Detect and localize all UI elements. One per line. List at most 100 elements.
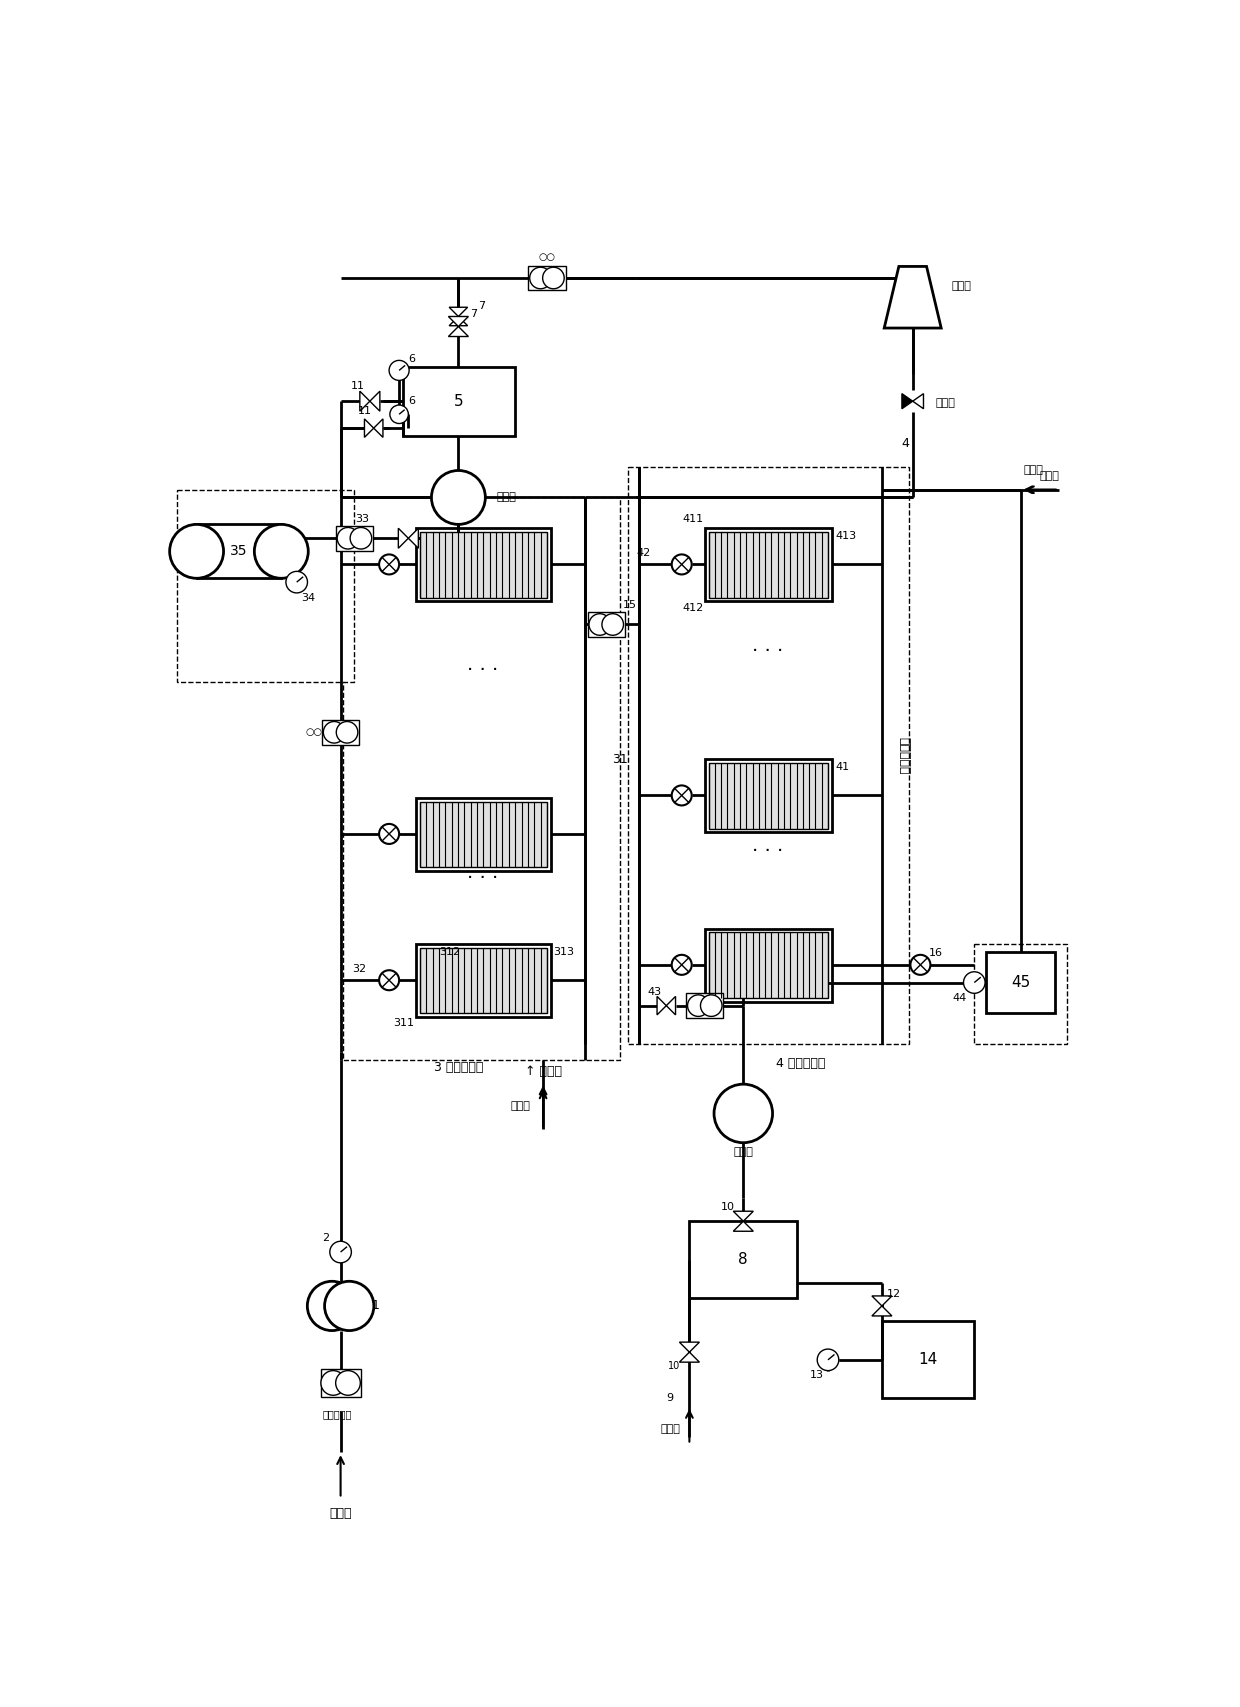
Circle shape — [601, 615, 624, 635]
Bar — [882, 1321, 975, 1398]
Circle shape — [254, 524, 309, 579]
Circle shape — [337, 527, 358, 550]
Bar — [197, 524, 281, 579]
Text: 2: 2 — [321, 1232, 329, 1243]
Text: 7: 7 — [470, 309, 477, 319]
Bar — [704, 929, 832, 1002]
Polygon shape — [901, 394, 913, 408]
Circle shape — [529, 268, 552, 288]
Polygon shape — [872, 1296, 892, 1306]
Text: ○○: ○○ — [538, 253, 556, 263]
Circle shape — [286, 572, 308, 592]
Text: 7: 7 — [477, 302, 485, 311]
Circle shape — [321, 1371, 346, 1395]
Text: · · ·: · · · — [753, 642, 784, 661]
Text: 43: 43 — [647, 987, 662, 997]
Text: 吹扫气: 吹扫气 — [510, 1101, 529, 1111]
Circle shape — [389, 405, 408, 423]
Circle shape — [432, 471, 485, 524]
Bar — [686, 993, 723, 1017]
Text: 13: 13 — [810, 1371, 823, 1381]
Polygon shape — [408, 527, 418, 548]
Circle shape — [672, 555, 692, 575]
Bar — [321, 1369, 361, 1396]
Bar — [177, 490, 355, 683]
Text: 45: 45 — [1011, 975, 1030, 990]
Bar — [704, 527, 832, 601]
Circle shape — [687, 995, 709, 1016]
Bar — [420, 533, 547, 597]
Bar — [708, 533, 828, 597]
Bar — [336, 526, 373, 551]
Circle shape — [389, 360, 409, 381]
Circle shape — [325, 1282, 373, 1330]
Polygon shape — [365, 418, 373, 437]
Polygon shape — [657, 997, 666, 1016]
Text: 4 第二扫气槽: 4 第二扫气槽 — [776, 1057, 826, 1070]
Bar — [588, 613, 625, 637]
Polygon shape — [913, 394, 924, 408]
Text: · · ·: · · · — [467, 661, 498, 679]
Circle shape — [817, 1349, 838, 1371]
Circle shape — [672, 954, 692, 975]
Text: 10: 10 — [720, 1202, 735, 1212]
Polygon shape — [449, 307, 467, 316]
Polygon shape — [872, 1306, 892, 1316]
Polygon shape — [666, 997, 676, 1016]
Bar — [708, 763, 828, 828]
Polygon shape — [449, 316, 469, 326]
Circle shape — [910, 954, 930, 975]
Text: 44: 44 — [952, 993, 967, 1004]
Polygon shape — [398, 527, 408, 548]
Polygon shape — [680, 1352, 699, 1362]
Text: 33: 33 — [355, 514, 370, 524]
Text: ↑ 吹扫气: ↑ 吹扫气 — [525, 1065, 562, 1077]
Text: ○○: ○○ — [305, 727, 322, 737]
Text: 412: 412 — [682, 603, 703, 613]
Circle shape — [308, 1282, 357, 1330]
Bar — [420, 947, 547, 1014]
Text: 真空泵: 真空泵 — [733, 1147, 753, 1157]
Text: · · ·: · · · — [753, 842, 784, 860]
Text: 原烟气: 原烟气 — [330, 1507, 352, 1521]
Bar — [704, 760, 832, 833]
Bar — [689, 1221, 797, 1299]
Polygon shape — [370, 391, 379, 411]
Circle shape — [714, 1084, 773, 1142]
Circle shape — [170, 524, 223, 579]
Circle shape — [379, 555, 399, 575]
Text: 313: 313 — [553, 947, 574, 956]
Text: 6: 6 — [409, 353, 415, 364]
Text: 质量流量计: 质量流量计 — [322, 1408, 351, 1419]
Circle shape — [350, 527, 372, 550]
Text: 10: 10 — [668, 1360, 680, 1371]
Circle shape — [330, 1241, 351, 1263]
Text: · · ·: · · · — [467, 869, 498, 888]
Circle shape — [672, 785, 692, 806]
Text: 4: 4 — [901, 437, 909, 451]
Circle shape — [589, 615, 610, 635]
Circle shape — [336, 722, 358, 743]
Text: 1: 1 — [371, 1299, 379, 1313]
Text: 311: 311 — [393, 1019, 414, 1028]
Bar — [417, 527, 551, 601]
Text: 第二扫气槽: 第二扫气槽 — [897, 737, 910, 775]
Bar — [528, 266, 567, 290]
Text: 吹扫气: 吹扫气 — [660, 1424, 680, 1434]
Circle shape — [543, 268, 564, 288]
Circle shape — [701, 995, 722, 1016]
Polygon shape — [680, 1342, 699, 1352]
Bar — [986, 953, 1055, 1014]
Bar — [417, 944, 551, 1017]
Polygon shape — [733, 1212, 754, 1221]
Text: 真空泵: 真空泵 — [497, 492, 517, 502]
Polygon shape — [449, 326, 469, 336]
Text: 32: 32 — [352, 964, 366, 973]
Circle shape — [324, 722, 345, 743]
Text: 411: 411 — [682, 514, 703, 524]
Text: 11: 11 — [357, 406, 372, 417]
Text: 16: 16 — [929, 949, 942, 958]
Text: 31: 31 — [613, 753, 629, 766]
Polygon shape — [449, 316, 467, 326]
Text: 14: 14 — [919, 1352, 937, 1367]
